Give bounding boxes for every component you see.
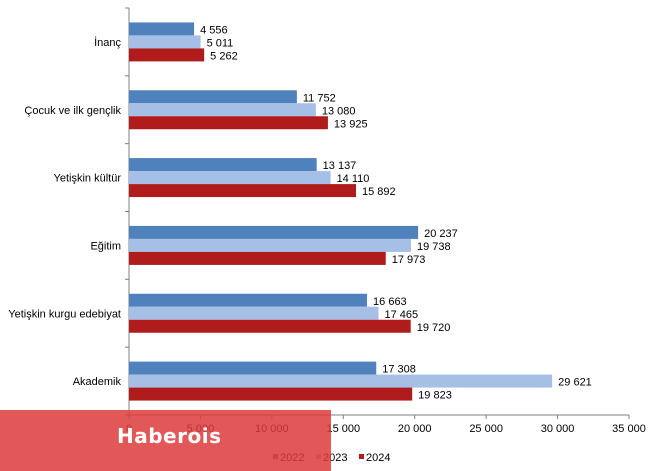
data-label-2023: 13 080 [322, 105, 356, 117]
x-tick-label: 35 000 [612, 423, 646, 435]
legend-label-2024: 2024 [366, 452, 390, 464]
data-label-2024: 17 973 [392, 254, 426, 266]
bar-2024 [129, 184, 357, 198]
data-label-2024: 15 892 [362, 186, 396, 198]
bar-2022 [129, 361, 377, 375]
bar-2023 [129, 238, 411, 252]
data-label-2023: 19 738 [417, 241, 451, 253]
data-label-2022: 20 237 [424, 228, 458, 240]
data-label-2024: 19 823 [418, 390, 452, 402]
legend-swatch-2024 [359, 454, 364, 459]
category-label: Yetişkin kurgu edebiyat [8, 308, 121, 320]
data-label-2022: 4 556 [200, 24, 228, 36]
category-label: İnanç [94, 36, 121, 49]
data-label-2023: 29 621 [558, 377, 592, 389]
bar-2022 [129, 293, 368, 307]
bar-2024 [129, 319, 411, 333]
data-label-2022: 17 308 [382, 364, 416, 376]
data-label-2022: 13 137 [323, 160, 357, 172]
bar-2023 [129, 306, 379, 320]
data-label-2022: 16 663 [373, 296, 407, 308]
category-label: Eğitim [90, 240, 121, 252]
watermark-text: Haberois [117, 424, 222, 448]
bar-2024 [129, 116, 328, 130]
bar-2022 [129, 158, 317, 172]
data-label-2022: 11 752 [303, 92, 336, 104]
category-label: Akademik [73, 376, 122, 388]
x-tick-label: 20 000 [398, 423, 432, 435]
bar-2023 [129, 103, 316, 117]
data-label-2024: 5 262 [210, 50, 238, 62]
x-tick-label: 15 000 [326, 423, 360, 435]
data-label-2023: 14 110 [337, 173, 370, 185]
bar-2022 [129, 225, 419, 239]
data-label-2024: 13 925 [334, 118, 368, 130]
bar-2022 [129, 90, 297, 104]
bar-2024 [129, 48, 205, 62]
data-label-2023: 17 465 [385, 309, 419, 321]
bar-2023 [129, 171, 331, 185]
data-label-2024: 19 720 [417, 322, 451, 334]
bar-2023 [129, 35, 201, 49]
bar-2023 [129, 374, 553, 388]
data-label-2023: 5 011 [207, 37, 234, 49]
category-label: Yetişkin kültür [54, 173, 122, 185]
watermark-banner: Haberois [0, 410, 331, 471]
bar-2022 [129, 22, 195, 36]
bar-2024 [129, 387, 413, 401]
category-label: Çocuk ve ilk gençlik [24, 105, 121, 117]
x-tick-label: 25 000 [469, 423, 503, 435]
bar-2024 [129, 251, 386, 265]
x-tick-label: 30 000 [541, 423, 575, 435]
chart-bars [129, 22, 553, 401]
